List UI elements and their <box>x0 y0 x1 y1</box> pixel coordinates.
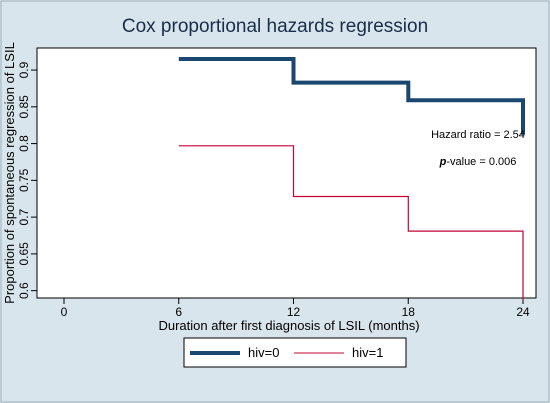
y-tick-label-0-8: 0.8 <box>17 135 31 152</box>
x-tick-label-6: 6 <box>175 305 182 319</box>
y-axis: 0.6 0.65 0.7 0.75 0.8 0.85 0.9 <box>17 61 37 299</box>
legend-label-hiv-1: hiv=1 <box>352 345 383 360</box>
x-tick-label-18: 18 <box>402 305 416 319</box>
legend: hiv=0 hiv=1 <box>183 337 407 368</box>
plot-area <box>36 47 537 299</box>
p-value-text: -value = 0.006 <box>446 156 516 168</box>
y-tick-label-0-75: 0.75 <box>17 168 31 192</box>
y-tick-label-0-65: 0.65 <box>17 242 31 266</box>
x-tick-label-12: 12 <box>287 305 301 319</box>
x-tick-label-24: 24 <box>516 305 530 319</box>
y-tick-label-0-6: 0.6 <box>17 282 31 299</box>
legend-label-hiv-0: hiv=0 <box>248 345 279 360</box>
chart-title: Cox proportional hazards regression <box>122 16 428 37</box>
y-axis-label: Proportion of spontaneous regression of … <box>2 42 17 304</box>
p-value-annotation: p-value = 0.006 <box>439 156 517 168</box>
y-tick-label-0-9: 0.9 <box>17 61 31 78</box>
hazard-ratio-annotation: Hazard ratio = 2.54 <box>431 129 525 141</box>
series-line-hiv-0 <box>178 57 525 135</box>
series-lines <box>178 57 525 300</box>
p-value-symbol: p <box>439 156 447 168</box>
y-tick-label-0-7: 0.7 <box>17 208 31 225</box>
series-line-hiv-1 <box>178 145 524 300</box>
y-tick-label-0-85: 0.85 <box>17 95 31 119</box>
x-axis-label: Duration after first diagnosis of LSIL (… <box>158 318 419 333</box>
x-tick-label-0: 0 <box>61 305 68 319</box>
